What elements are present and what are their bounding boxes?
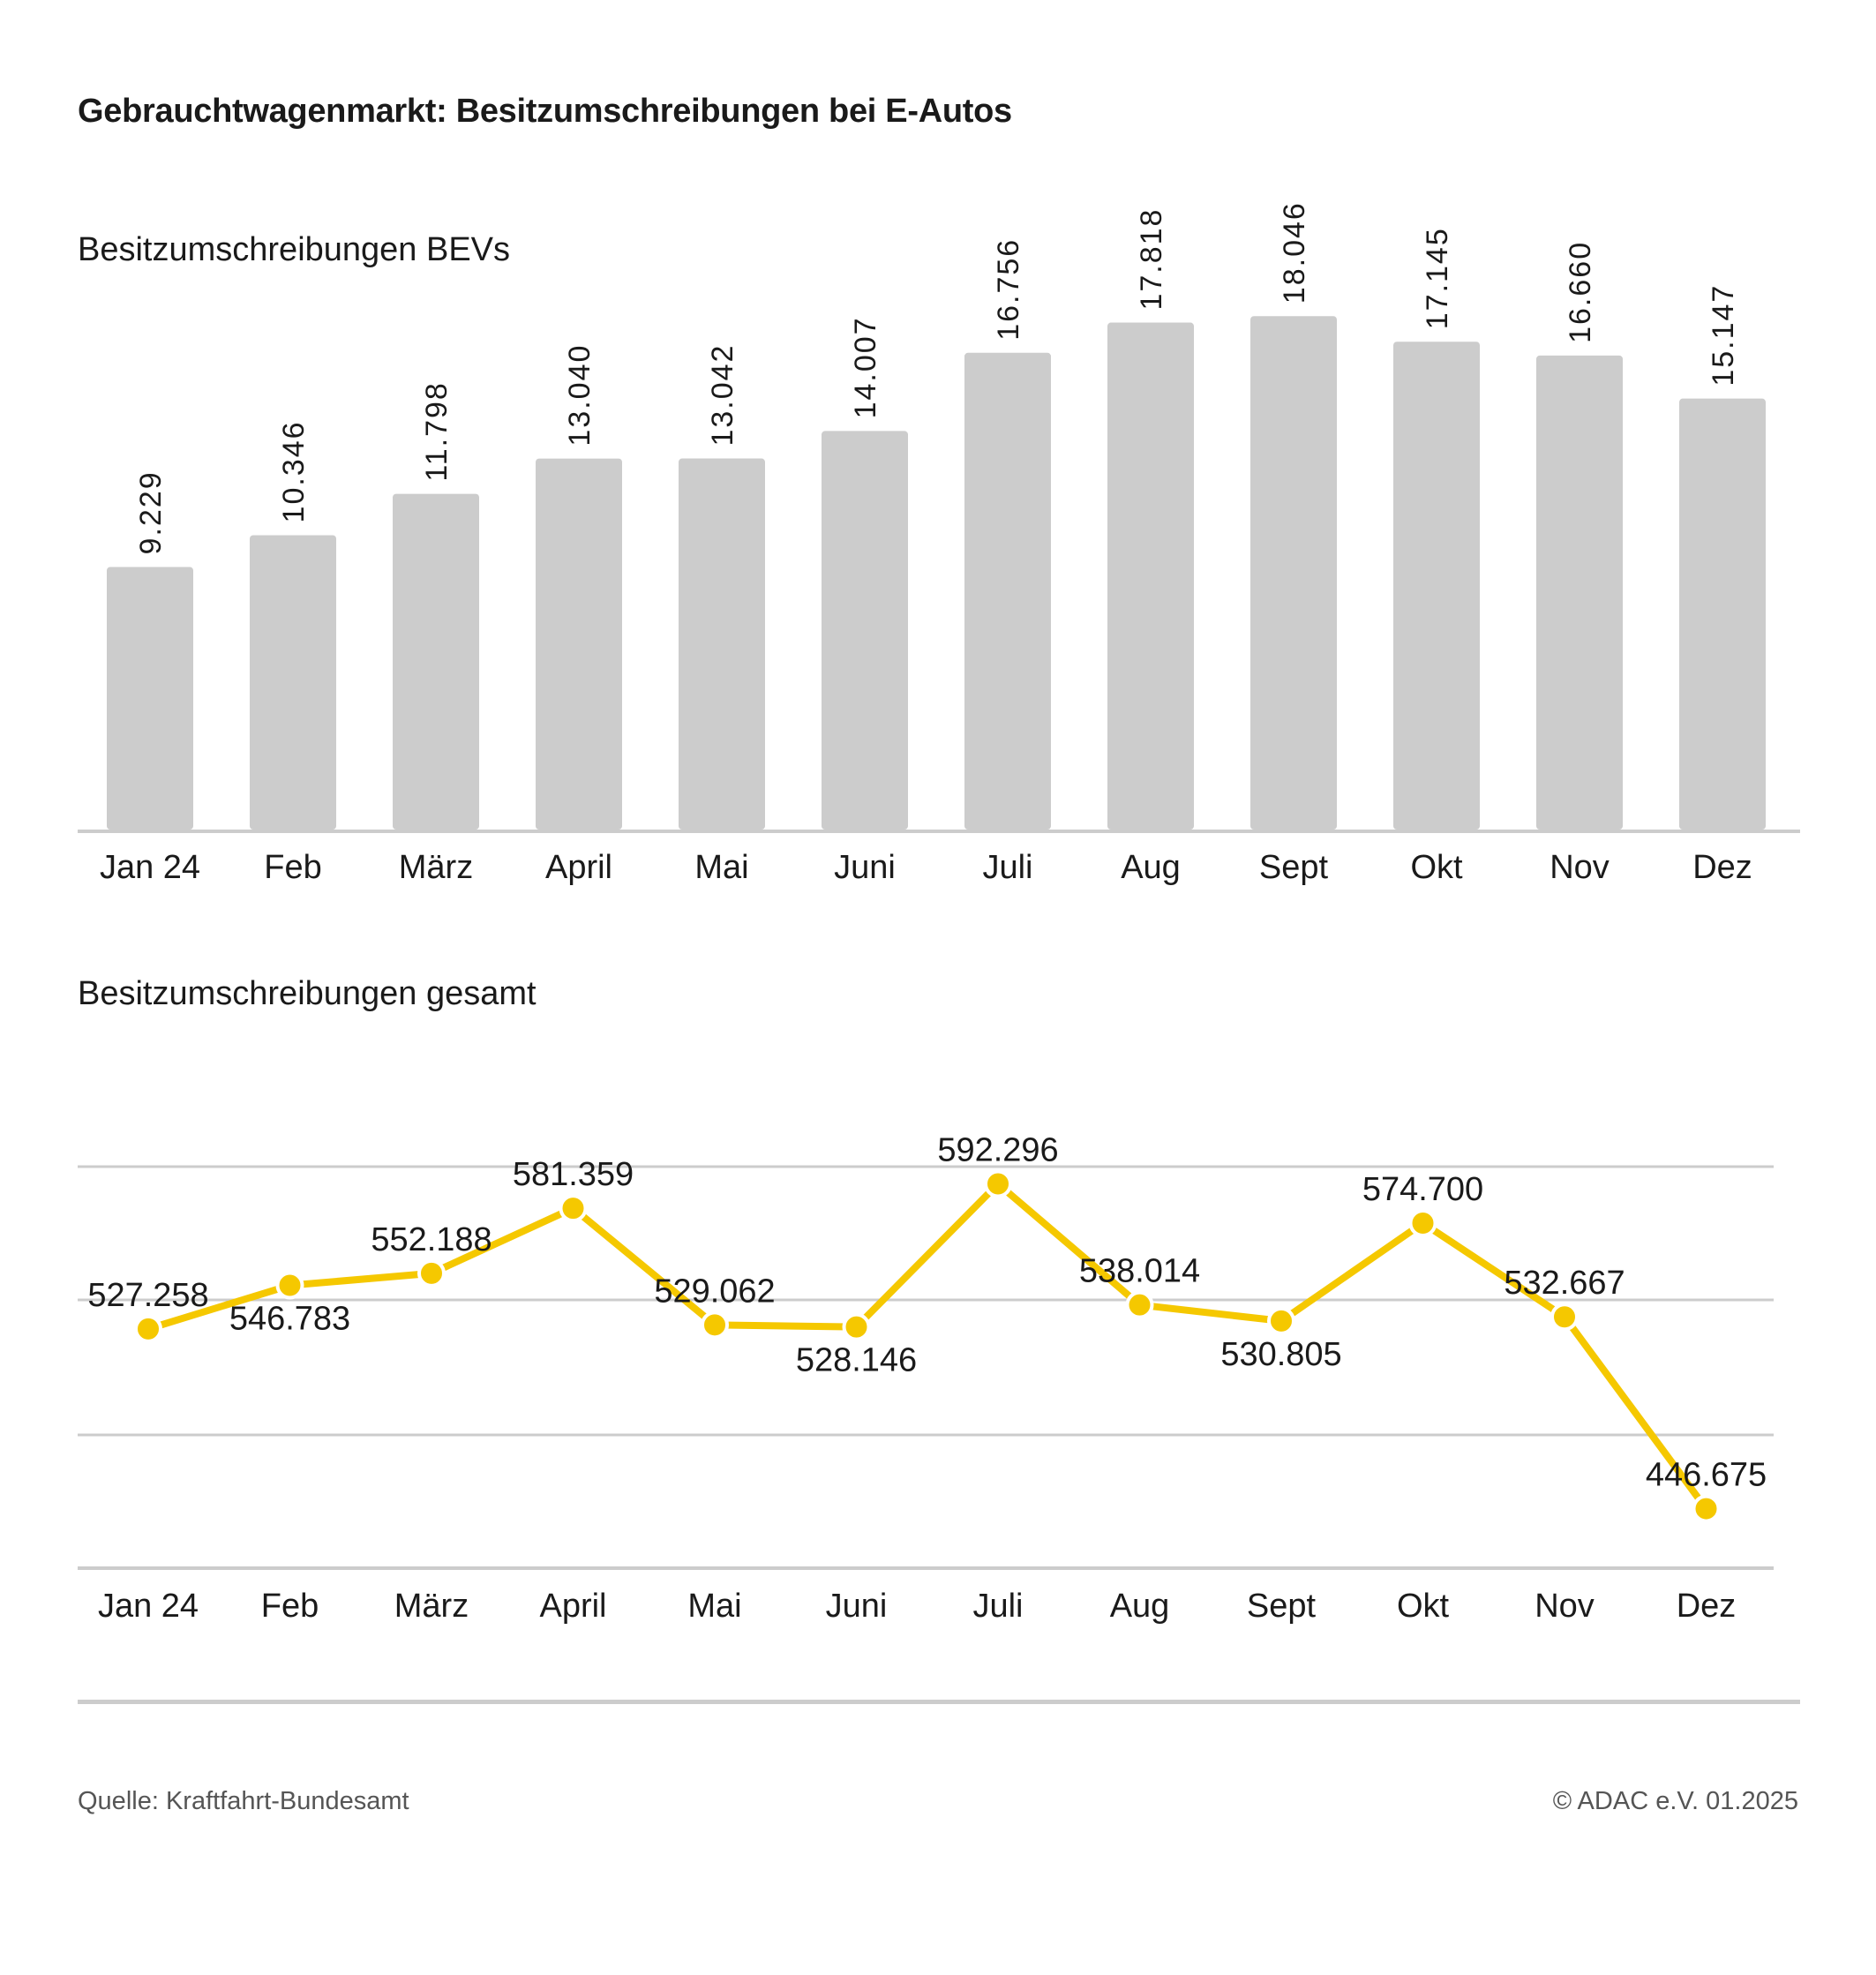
- x-tick-label: April: [545, 849, 612, 886]
- bar: [1536, 355, 1623, 830]
- x-tick-label: Sept: [1247, 1588, 1317, 1625]
- line-chart-title: Besitzumschreibungen gesamt: [78, 975, 537, 1012]
- x-tick-label: April: [539, 1588, 606, 1625]
- bar: [964, 352, 1051, 830]
- bar: [1107, 322, 1194, 830]
- series-line: [146, 1180, 1709, 1511]
- bar-value-label: 13.040: [563, 344, 597, 447]
- bar: [107, 567, 193, 830]
- footer-divider: [78, 1700, 1800, 1704]
- bar-value-label: 14.007: [849, 316, 882, 418]
- point-value-label: 529.062: [654, 1273, 775, 1310]
- point-value-label: 538.014: [1079, 1253, 1200, 1290]
- bar: [250, 535, 336, 830]
- line-chart: 527.258 Jan 24 546.783 Feb 552.188 März 581.35…: [78, 1131, 1774, 1625]
- bar-chart-title: Besitzumschreibungen BEVs: [78, 231, 511, 268]
- bar: [536, 458, 622, 830]
- x-tick-label: Dez: [1692, 849, 1752, 886]
- data-point: [417, 1258, 446, 1288]
- bar-value-label: 17.145: [1421, 227, 1454, 329]
- data-point: [559, 1194, 588, 1223]
- bar-value-label: 17.818: [1135, 208, 1168, 311]
- data-point: [1550, 1303, 1579, 1332]
- x-tick-label: Feb: [264, 849, 321, 886]
- bar: [1393, 342, 1480, 830]
- x-tick-label: März: [394, 1588, 469, 1625]
- point-value-label: 574.700: [1362, 1171, 1483, 1208]
- x-tick-label: Juli: [982, 849, 1032, 886]
- x-tick-label: Juli: [972, 1588, 1023, 1625]
- point-value-label: 446.675: [1646, 1457, 1767, 1494]
- x-tick-label: Aug: [1121, 849, 1181, 886]
- point-value-label: 552.188: [371, 1221, 492, 1258]
- point-value-label: 527.258: [87, 1277, 208, 1314]
- x-tick-label: Dez: [1677, 1588, 1737, 1625]
- data-point: [842, 1312, 871, 1341]
- data-point: [984, 1169, 1012, 1198]
- point-value-label: 528.146: [796, 1342, 917, 1379]
- x-tick-label: Aug: [1110, 1588, 1170, 1625]
- bar-value-label: 10.346: [277, 420, 311, 522]
- x-tick-label: Jan 24: [100, 849, 200, 886]
- source-note: Quelle: Kraftfahrt-Bundesamt: [78, 1787, 409, 1815]
- bar: [679, 458, 765, 830]
- x-tick-label: Juni: [834, 849, 896, 886]
- data-point: [134, 1314, 162, 1343]
- point-value-label: 530.805: [1220, 1336, 1341, 1373]
- x-tick-label: Okt: [1397, 1588, 1450, 1625]
- x-tick-label: Mai: [694, 849, 748, 886]
- x-tick-label: Juni: [826, 1588, 888, 1625]
- data-point: [1267, 1306, 1295, 1335]
- bar-value-label: 15.147: [1707, 284, 1740, 387]
- x-tick-label: Okt: [1410, 849, 1463, 886]
- chart-title: Gebrauchtwagenmarkt: Besitzumschreibunge…: [78, 93, 1012, 130]
- x-tick-label: Jan 24: [98, 1588, 199, 1625]
- point-value-label: 592.296: [937, 1131, 1058, 1168]
- data-point: [275, 1271, 304, 1300]
- point-value-label: 581.359: [513, 1156, 634, 1193]
- x-tick-label: Sept: [1259, 849, 1329, 886]
- bar-value-label: 16.660: [1564, 241, 1597, 343]
- bar-chart: 9.229 Jan 24 10.346 Feb 11.798 März 13.040 Apri…: [78, 201, 1800, 886]
- x-tick-label: März: [399, 849, 473, 886]
- point-value-label: 532.667: [1504, 1265, 1625, 1302]
- x-tick-label: Nov: [1550, 849, 1610, 886]
- data-point: [1125, 1290, 1154, 1319]
- data-point: [1692, 1494, 1721, 1523]
- bar-value-label: 11.798: [420, 381, 454, 481]
- data-point: [1408, 1208, 1437, 1237]
- bar-value-label: 18.046: [1278, 201, 1311, 304]
- bar: [1250, 316, 1337, 830]
- point-value-label: 546.783: [229, 1301, 350, 1338]
- x-tick-label: Mai: [687, 1588, 741, 1625]
- bar-value-label: 9.229: [134, 470, 168, 554]
- bar: [822, 431, 908, 830]
- bar-value-label: 16.756: [992, 238, 1025, 341]
- bar: [1679, 398, 1766, 830]
- x-tick-label: Nov: [1535, 1588, 1595, 1625]
- bar-value-label: 13.042: [706, 344, 739, 447]
- data-point: [701, 1310, 729, 1340]
- x-tick-label: Feb: [261, 1588, 319, 1625]
- bar: [393, 493, 479, 830]
- copyright-note: © ADAC e.V. 01.2025: [1552, 1787, 1798, 1815]
